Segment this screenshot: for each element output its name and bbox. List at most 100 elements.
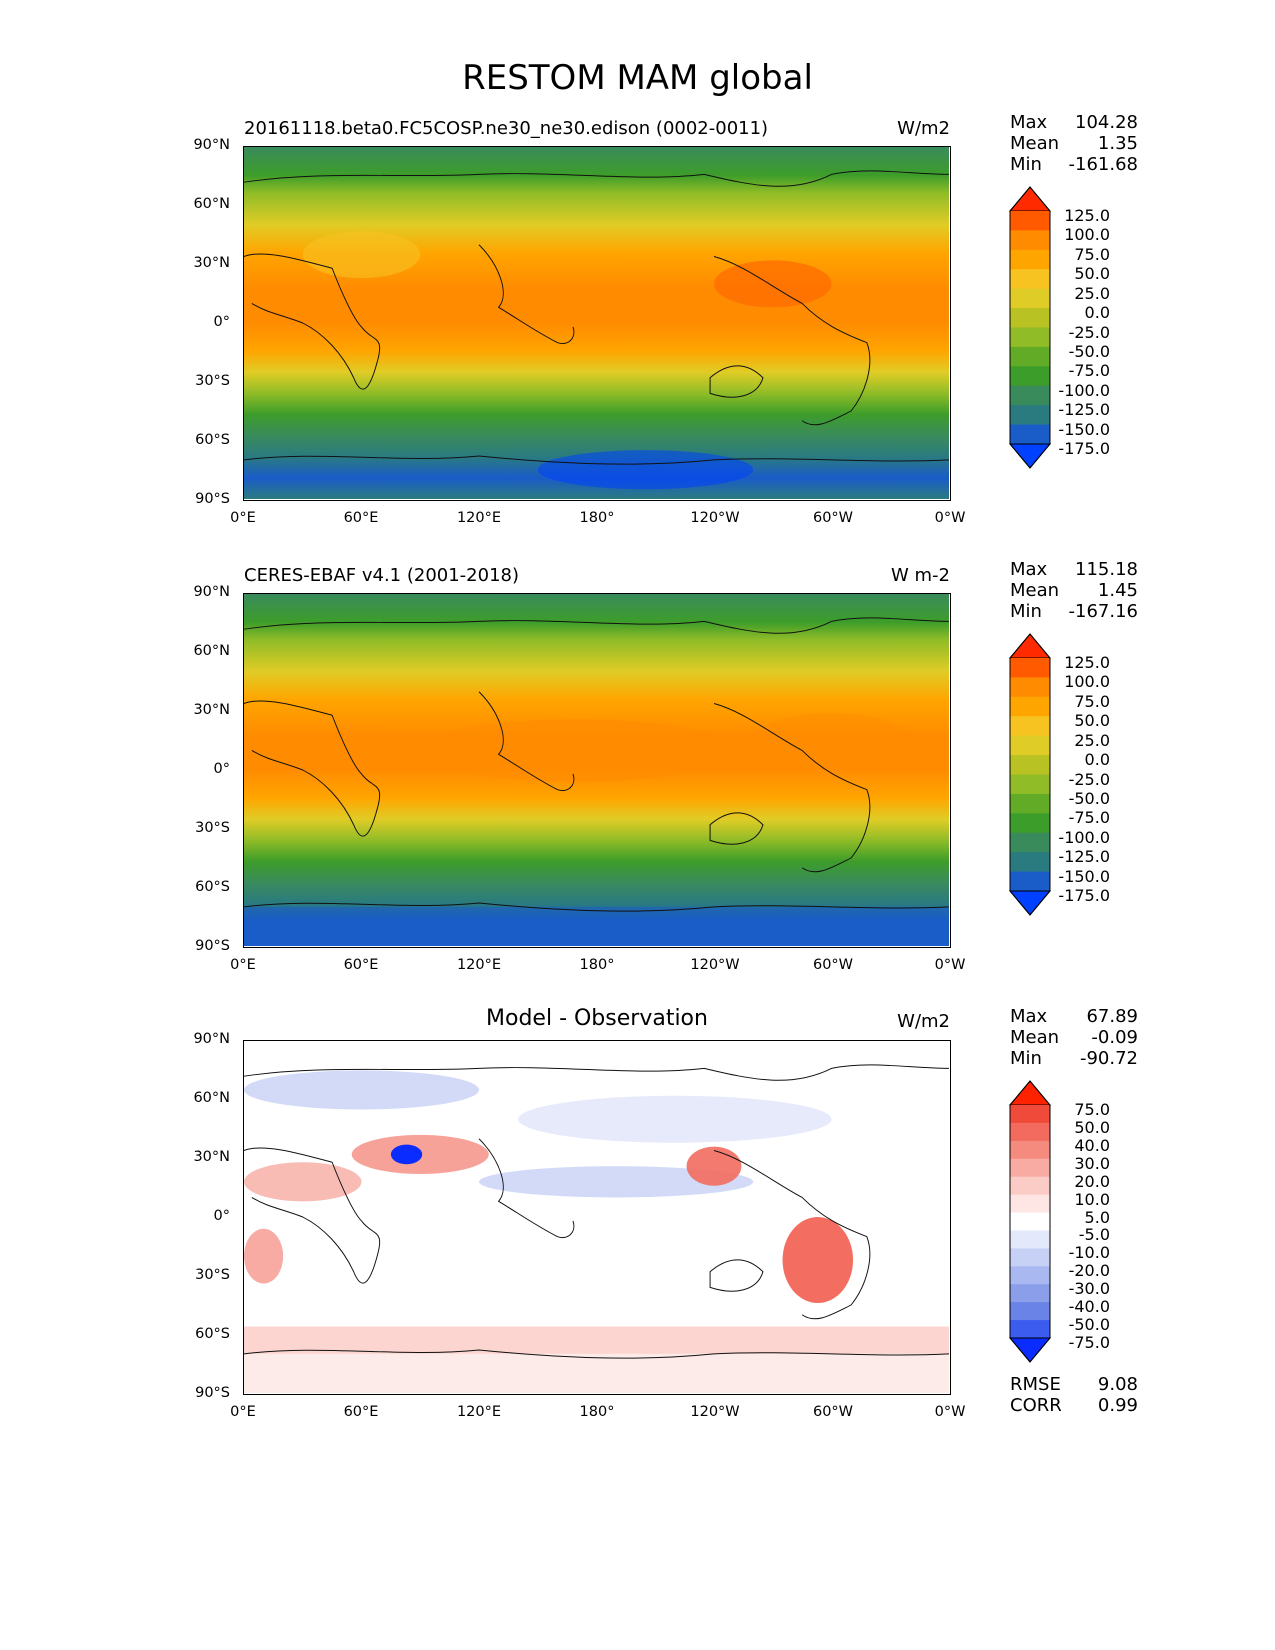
colorbar-segment <box>1010 735 1050 756</box>
colorbar-tick-label: 75.0 <box>1074 1100 1110 1119</box>
colorbar <box>1008 186 1052 469</box>
lon-tick-label: 0°W <box>934 510 966 526</box>
colorbar-tick-label: -75.0 <box>1068 1333 1110 1352</box>
colorbar-tick-label: 125.0 <box>1064 653 1110 672</box>
metric-label: CORR <box>1010 1395 1062 1416</box>
obs-contour-field <box>244 594 949 946</box>
panel-title: 20161118.beta0.FC5COSP.ne30_ne30.edison … <box>244 118 769 139</box>
colorbar-tick-label: -50.0 <box>1068 341 1110 361</box>
colorbar-tick-label: 100.0 <box>1064 672 1110 692</box>
colorbar-segment <box>1010 269 1050 290</box>
colorbar-tick-label: -75.0 <box>1068 808 1110 828</box>
colorbar-extend-bottom <box>1008 443 1052 469</box>
stats-block: Max 67.89 Mean -0.09 Min -90.72 <box>1010 1006 1138 1069</box>
colorbar-outline <box>1009 1080 1051 1363</box>
colorbar-segment <box>1010 308 1050 328</box>
stat-max: 104.28 <box>1075 112 1138 133</box>
colorbar-tick-label: 50.0 <box>1074 1117 1110 1137</box>
colorbar-tick-label: 75.0 <box>1074 691 1110 711</box>
lon-tick-label: 60°E <box>343 957 379 973</box>
colorbar-tick-label: -150.0 <box>1058 419 1110 439</box>
model-contour-field <box>244 147 949 499</box>
colorbar-segment <box>1010 327 1050 348</box>
colorbar-segment <box>1010 871 1050 892</box>
colorbar-outline <box>1009 633 1051 916</box>
lon-tick-label: 120°W <box>690 510 740 526</box>
lat-tick-label: 30°S <box>195 1267 230 1283</box>
colorbar-tick-label: -5.0 <box>1078 1225 1110 1245</box>
stat-label: Max <box>1010 559 1048 580</box>
stat-max: 115.18 <box>1075 559 1138 580</box>
colorbar-segment <box>1010 755 1050 775</box>
colorbar-tick-label: -150.0 <box>1058 866 1110 886</box>
colorbar-tick-label: -50.0 <box>1068 1315 1110 1335</box>
lat-tick-label: 30°N <box>193 702 230 718</box>
panel-units: W m-2 <box>890 565 950 586</box>
colorbar-segment <box>1010 716 1050 737</box>
lon-tick-label: 120°E <box>456 510 502 526</box>
stat-label: Min <box>1010 1048 1042 1069</box>
lon-tick-label: 180° <box>579 1404 615 1420</box>
colorbar-labels: 75.0 50.0 40.0 30.0 20.0 10.0 5.0 -5.0 -10.0 -20.… <box>1040 1100 1110 1352</box>
colorbar-segment <box>1010 1158 1050 1178</box>
lat-tick-label: 90°S <box>195 938 230 954</box>
lon-tick-label: 0°E <box>230 957 256 973</box>
lat-tick-label: 0° <box>213 314 230 330</box>
colorbar-segment <box>1010 832 1050 853</box>
colorbar-segment <box>1010 774 1050 795</box>
colorbar-tick-label: 125.0 <box>1064 206 1110 225</box>
lon-tick-label: 0°E <box>230 1404 256 1420</box>
lon-tick-label: 120°W <box>690 957 740 973</box>
lon-tick-label: 60°W <box>812 1404 854 1420</box>
colorbar-segment <box>1010 424 1050 445</box>
colorbar <box>1008 633 1052 916</box>
colorbar-segment <box>1010 288 1050 309</box>
lat-tick-label: 90°N <box>193 137 230 153</box>
lon-tick-label: 120°W <box>690 1404 740 1420</box>
colorbar-tick-label: 75.0 <box>1074 244 1110 264</box>
colorbar-tick-label: -125.0 <box>1058 400 1110 420</box>
colorbar-tick-label: -25.0 <box>1068 769 1110 789</box>
stat-label: Mean <box>1010 133 1060 154</box>
stat-min: -161.68 <box>1068 154 1138 175</box>
lat-tick-label: 60°N <box>193 1090 230 1106</box>
colorbar-tick-label: -175.0 <box>1058 886 1110 905</box>
map-diff <box>243 1040 951 1395</box>
colorbar-tick-label: -75.0 <box>1068 361 1110 381</box>
metrics-block: RMSE 9.08 CORR 0.99 <box>1010 1374 1138 1416</box>
lat-tick-label: 60°S <box>195 879 230 895</box>
stat-label: Max <box>1010 1006 1048 1027</box>
lat-tick-label: 60°S <box>195 1326 230 1342</box>
panel-title: Model - Observation <box>486 1006 708 1031</box>
colorbar-labels: 125.0 100.0 75.0 50.0 25.0 0.0 -25.0 -50.0 -75.0… <box>1040 653 1110 905</box>
colorbar-segment <box>1010 677 1050 698</box>
metric-label: RMSE <box>1010 1374 1061 1395</box>
colorbar-tick-label: 25.0 <box>1074 730 1110 750</box>
panel-units: W/m2 <box>897 1011 950 1032</box>
colorbar-outline <box>1009 186 1051 469</box>
stats-block: Max 115.18 Mean 1.45 Min -167.16 <box>1010 559 1138 622</box>
stat-mean: -0.09 <box>1091 1027 1138 1048</box>
colorbar-segment <box>1010 346 1050 367</box>
colorbar-tick-label: 40.0 <box>1074 1135 1110 1155</box>
lat-tick-label: 90°S <box>195 491 230 507</box>
colorbar-tick-label: 50.0 <box>1074 711 1110 731</box>
colorbar-segment <box>1010 1284 1050 1303</box>
colorbar-tick-label: 5.0 <box>1084 1207 1110 1227</box>
panel-units: W/m2 <box>897 118 950 139</box>
colorbar-segment <box>1010 366 1050 387</box>
colorbar-tick-label: -100.0 <box>1058 380 1110 400</box>
lon-tick-label: 0°W <box>934 1404 966 1420</box>
lon-tick-label: 60°E <box>343 1404 379 1420</box>
colorbar-segment <box>1010 1105 1050 1124</box>
colorbar-tick-label: 50.0 <box>1074 264 1110 284</box>
colorbar-segment <box>1010 1302 1050 1321</box>
colorbar-labels: 125.0 100.0 75.0 50.0 25.0 0.0 -25.0 -50.0 -75.0… <box>1040 206 1110 458</box>
lat-tick-label: 90°N <box>193 1031 230 1047</box>
stats-block: Max 104.28 Mean 1.35 Min -161.68 <box>1010 112 1138 175</box>
colorbar-segment <box>1010 1140 1050 1160</box>
stat-label: Mean <box>1010 580 1060 601</box>
map-obs <box>243 593 951 948</box>
lat-tick-label: 0° <box>213 1208 230 1224</box>
stat-label: Min <box>1010 601 1042 622</box>
